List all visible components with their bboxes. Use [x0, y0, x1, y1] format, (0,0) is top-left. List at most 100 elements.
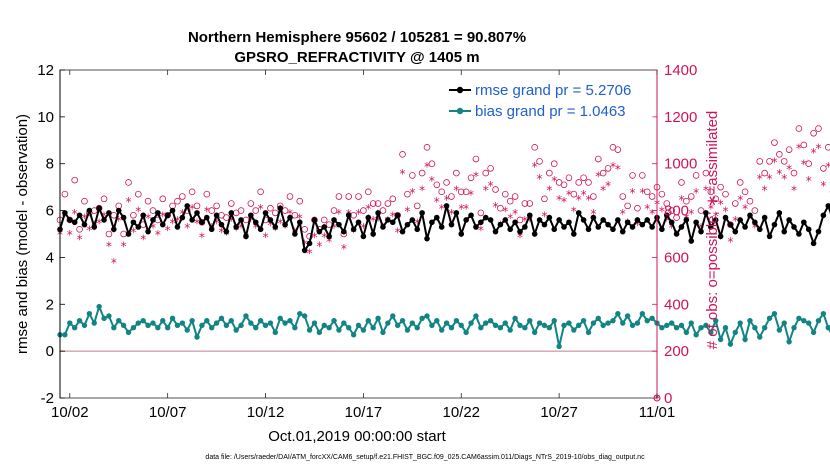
bias-point	[693, 332, 699, 338]
bias-point	[213, 320, 220, 326]
assimilated-count-point: *	[277, 216, 283, 230]
rmse-point	[86, 207, 93, 214]
assimilated-count-point: *	[610, 160, 616, 174]
rmse-point	[644, 217, 651, 223]
assimilated-count-point: *	[688, 207, 694, 221]
rmse-point	[810, 240, 817, 247]
assimilated-count-point: *	[747, 212, 753, 226]
assimilated-count-point: *	[419, 183, 425, 197]
possible-count-point	[320, 216, 328, 224]
possible-count-point	[149, 207, 157, 214]
rmse-point	[179, 214, 186, 221]
bias-point	[590, 320, 597, 326]
assimilated-count-point: *	[541, 209, 547, 223]
possible-count-point	[511, 193, 519, 200]
assimilated-count-point: *	[532, 160, 538, 174]
rmse-point	[282, 221, 288, 228]
bias-point	[541, 322, 548, 329]
bias-point	[120, 322, 127, 329]
rmse-point	[370, 231, 376, 237]
assimilated-count-point: *	[644, 202, 650, 216]
bias-point	[522, 325, 528, 331]
assimilated-count-point: *	[253, 221, 259, 235]
assimilated-count-point: *	[556, 193, 562, 207]
possible-count-point	[619, 193, 627, 200]
bias-point	[659, 325, 665, 331]
assimilated-count-point: *	[311, 230, 317, 244]
legend: rmse grand pr = 5.2706 bias grand pr = 1…	[444, 78, 653, 124]
rmse-point	[615, 217, 621, 223]
assimilated-count-point: *	[590, 207, 596, 221]
possible-count-point	[198, 218, 206, 226]
rmse-point	[184, 203, 191, 209]
assimilated-count-point: *	[351, 226, 357, 240]
assimilated-count-point: *	[507, 212, 513, 226]
assimilated-count-point: *	[365, 202, 371, 216]
possible-count-point	[590, 193, 597, 200]
possible-count-point	[594, 155, 602, 163]
possible-count-point	[736, 179, 744, 186]
rmse-point	[453, 210, 460, 216]
assimilated-count-point: *	[566, 188, 572, 202]
assimilated-count-point: *	[669, 221, 675, 235]
rmse-point	[341, 228, 347, 235]
rmse-point	[624, 219, 631, 226]
y-axis-label: rmse and bias (model - observation)	[14, 114, 31, 354]
possible-count-point	[174, 197, 181, 205]
possible-count-point	[658, 190, 666, 198]
possible-count-point	[404, 190, 411, 198]
rmse-point	[443, 203, 450, 209]
bias-point	[698, 325, 704, 331]
bias-point	[703, 322, 709, 329]
rmse-point	[678, 224, 685, 230]
x-tick-label: 10/07	[149, 404, 187, 421]
x-tick-label: 10/02	[51, 404, 89, 421]
possible-count-point	[810, 129, 817, 137]
assimilated-count-point: *	[223, 228, 229, 242]
assimilated-count-point: *	[473, 169, 479, 183]
rmse-point	[204, 214, 210, 221]
bias-point	[277, 315, 283, 322]
bias-point	[375, 315, 381, 322]
possible-count-point	[692, 172, 700, 179]
bias-point	[253, 325, 259, 331]
assimilated-count-point: *	[727, 235, 733, 249]
bias-point	[580, 317, 587, 324]
possible-count-point	[443, 179, 450, 186]
bias-point	[517, 322, 523, 329]
rmse-point	[262, 210, 269, 216]
bias-point	[737, 320, 743, 326]
rmse-point	[399, 228, 406, 235]
assimilated-count-point: *	[302, 237, 308, 251]
assimilated-count-point: *	[77, 233, 83, 247]
bias-point	[781, 320, 787, 326]
assimilated-count-point: *	[649, 207, 655, 221]
assimilated-count-point: *	[713, 209, 719, 223]
bias-point	[605, 320, 611, 326]
rmse-point	[145, 228, 151, 235]
rmse-point	[311, 217, 318, 223]
possible-count-point	[257, 188, 264, 196]
bias-point	[404, 327, 411, 333]
rmse-point	[140, 212, 146, 219]
rmse-point	[805, 226, 812, 233]
rmse-point	[91, 224, 98, 230]
bias-point	[732, 329, 738, 336]
assimilated-count-point: *	[654, 392, 660, 406]
possible-count-point	[712, 195, 720, 203]
rmse-point	[125, 231, 132, 237]
bias-point	[561, 322, 567, 329]
assimilated-count-point: *	[639, 186, 645, 200]
bias-point	[267, 320, 274, 326]
assimilated-count-point: *	[170, 216, 176, 230]
assimilated-count-point: *	[634, 219, 640, 233]
bias-point	[208, 325, 215, 331]
bias-point	[644, 317, 650, 324]
possible-count-point	[477, 209, 485, 217]
rmse-point	[345, 212, 352, 219]
possible-count-point	[472, 155, 480, 163]
bias-point	[747, 317, 753, 324]
assimilated-count-point: *	[718, 198, 724, 212]
assimilated-count-point: *	[228, 214, 234, 228]
assimilated-count-point: *	[179, 207, 185, 221]
